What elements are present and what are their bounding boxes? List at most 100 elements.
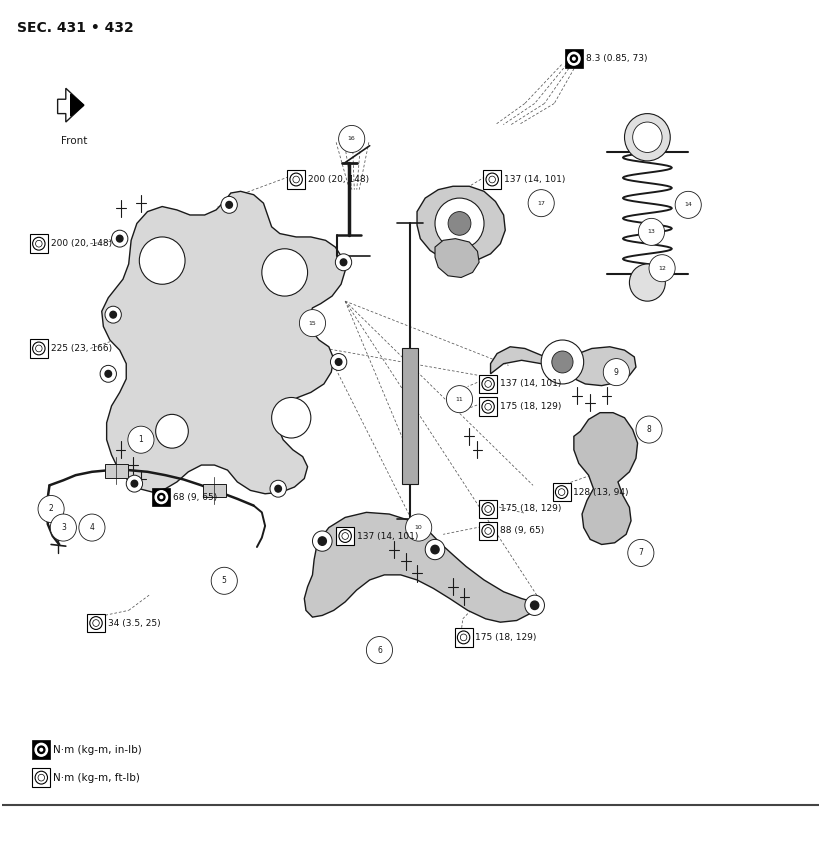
FancyBboxPatch shape xyxy=(87,614,105,633)
Text: 4: 4 xyxy=(89,523,94,532)
Text: N·m (kg-m, ft-lb): N·m (kg-m, ft-lb) xyxy=(53,773,140,783)
Text: 7: 7 xyxy=(639,548,644,558)
FancyBboxPatch shape xyxy=(565,49,583,68)
Circle shape xyxy=(35,345,42,351)
Circle shape xyxy=(338,126,365,153)
Circle shape xyxy=(38,774,44,781)
Circle shape xyxy=(558,489,565,496)
Circle shape xyxy=(530,601,539,610)
Circle shape xyxy=(675,191,701,218)
FancyBboxPatch shape xyxy=(336,526,354,545)
Circle shape xyxy=(485,403,491,410)
Circle shape xyxy=(485,380,491,387)
Text: 88 (9, 65): 88 (9, 65) xyxy=(500,526,544,536)
Circle shape xyxy=(447,385,473,413)
FancyBboxPatch shape xyxy=(479,374,497,393)
Circle shape xyxy=(79,514,105,541)
Circle shape xyxy=(300,310,326,337)
Circle shape xyxy=(35,744,48,756)
Circle shape xyxy=(435,198,484,249)
Circle shape xyxy=(105,370,112,377)
Text: 68 (9, 65): 68 (9, 65) xyxy=(173,492,218,502)
Text: 128 (13, 94): 128 (13, 94) xyxy=(573,487,629,497)
FancyBboxPatch shape xyxy=(203,484,226,498)
Circle shape xyxy=(485,527,491,534)
Text: 12: 12 xyxy=(658,266,666,271)
Text: 10: 10 xyxy=(415,525,423,530)
Circle shape xyxy=(270,481,287,498)
Circle shape xyxy=(105,306,122,323)
Circle shape xyxy=(38,496,64,522)
Circle shape xyxy=(226,201,232,208)
Circle shape xyxy=(636,416,662,443)
Text: 137 (14, 101): 137 (14, 101) xyxy=(504,175,566,184)
Circle shape xyxy=(38,746,45,753)
Circle shape xyxy=(461,634,467,641)
Text: 8.3 (0.85, 73): 8.3 (0.85, 73) xyxy=(585,54,647,63)
Circle shape xyxy=(525,595,544,616)
Circle shape xyxy=(117,235,123,242)
Polygon shape xyxy=(305,512,533,622)
Polygon shape xyxy=(102,191,345,494)
Text: 11: 11 xyxy=(456,396,463,402)
Circle shape xyxy=(340,259,346,266)
Text: 17: 17 xyxy=(537,200,545,205)
Text: 6: 6 xyxy=(377,645,382,655)
Text: 15: 15 xyxy=(309,321,316,326)
Circle shape xyxy=(528,189,554,216)
Circle shape xyxy=(633,122,662,153)
Circle shape xyxy=(342,532,348,539)
Text: SEC. 431 • 432: SEC. 431 • 432 xyxy=(16,20,134,35)
Circle shape xyxy=(221,196,237,213)
FancyBboxPatch shape xyxy=(401,348,418,484)
FancyBboxPatch shape xyxy=(479,500,497,518)
FancyBboxPatch shape xyxy=(484,170,501,188)
Text: 34 (3.5, 25): 34 (3.5, 25) xyxy=(108,619,160,627)
Circle shape xyxy=(649,255,675,282)
Text: 200 (20, 148): 200 (20, 148) xyxy=(308,175,369,184)
FancyBboxPatch shape xyxy=(153,488,170,507)
FancyBboxPatch shape xyxy=(105,464,128,478)
FancyBboxPatch shape xyxy=(30,234,48,253)
FancyBboxPatch shape xyxy=(287,170,305,188)
Text: 2: 2 xyxy=(48,504,53,514)
Circle shape xyxy=(425,539,445,559)
Circle shape xyxy=(131,481,138,487)
Text: 1: 1 xyxy=(139,436,144,444)
FancyBboxPatch shape xyxy=(32,768,50,787)
Circle shape xyxy=(93,620,99,627)
Circle shape xyxy=(572,58,576,60)
Text: 13: 13 xyxy=(648,229,655,234)
Text: 225 (23, 166): 225 (23, 166) xyxy=(51,344,112,353)
Circle shape xyxy=(40,749,43,751)
Circle shape xyxy=(140,237,185,284)
Circle shape xyxy=(156,414,188,448)
Circle shape xyxy=(625,114,670,161)
Circle shape xyxy=(552,351,573,373)
Polygon shape xyxy=(491,346,636,385)
Circle shape xyxy=(158,493,165,501)
Text: Front: Front xyxy=(61,136,87,145)
Text: 137 (14, 101): 137 (14, 101) xyxy=(357,531,418,541)
Circle shape xyxy=(489,176,495,183)
Text: 16: 16 xyxy=(348,137,355,142)
Circle shape xyxy=(431,545,439,554)
FancyBboxPatch shape xyxy=(479,397,497,416)
Polygon shape xyxy=(417,186,505,262)
Circle shape xyxy=(35,240,42,247)
Circle shape xyxy=(211,567,237,594)
Text: 175 (18, 129): 175 (18, 129) xyxy=(500,402,562,411)
Circle shape xyxy=(160,496,163,498)
Circle shape xyxy=(603,358,630,385)
Polygon shape xyxy=(57,88,84,122)
Circle shape xyxy=(335,254,351,271)
Circle shape xyxy=(541,340,584,384)
Circle shape xyxy=(330,353,346,370)
Circle shape xyxy=(319,537,327,545)
Text: 3: 3 xyxy=(61,523,66,532)
Circle shape xyxy=(110,312,117,318)
Text: 137 (14, 101): 137 (14, 101) xyxy=(500,380,562,389)
Circle shape xyxy=(630,264,665,301)
Circle shape xyxy=(128,426,154,453)
Circle shape xyxy=(485,506,491,512)
